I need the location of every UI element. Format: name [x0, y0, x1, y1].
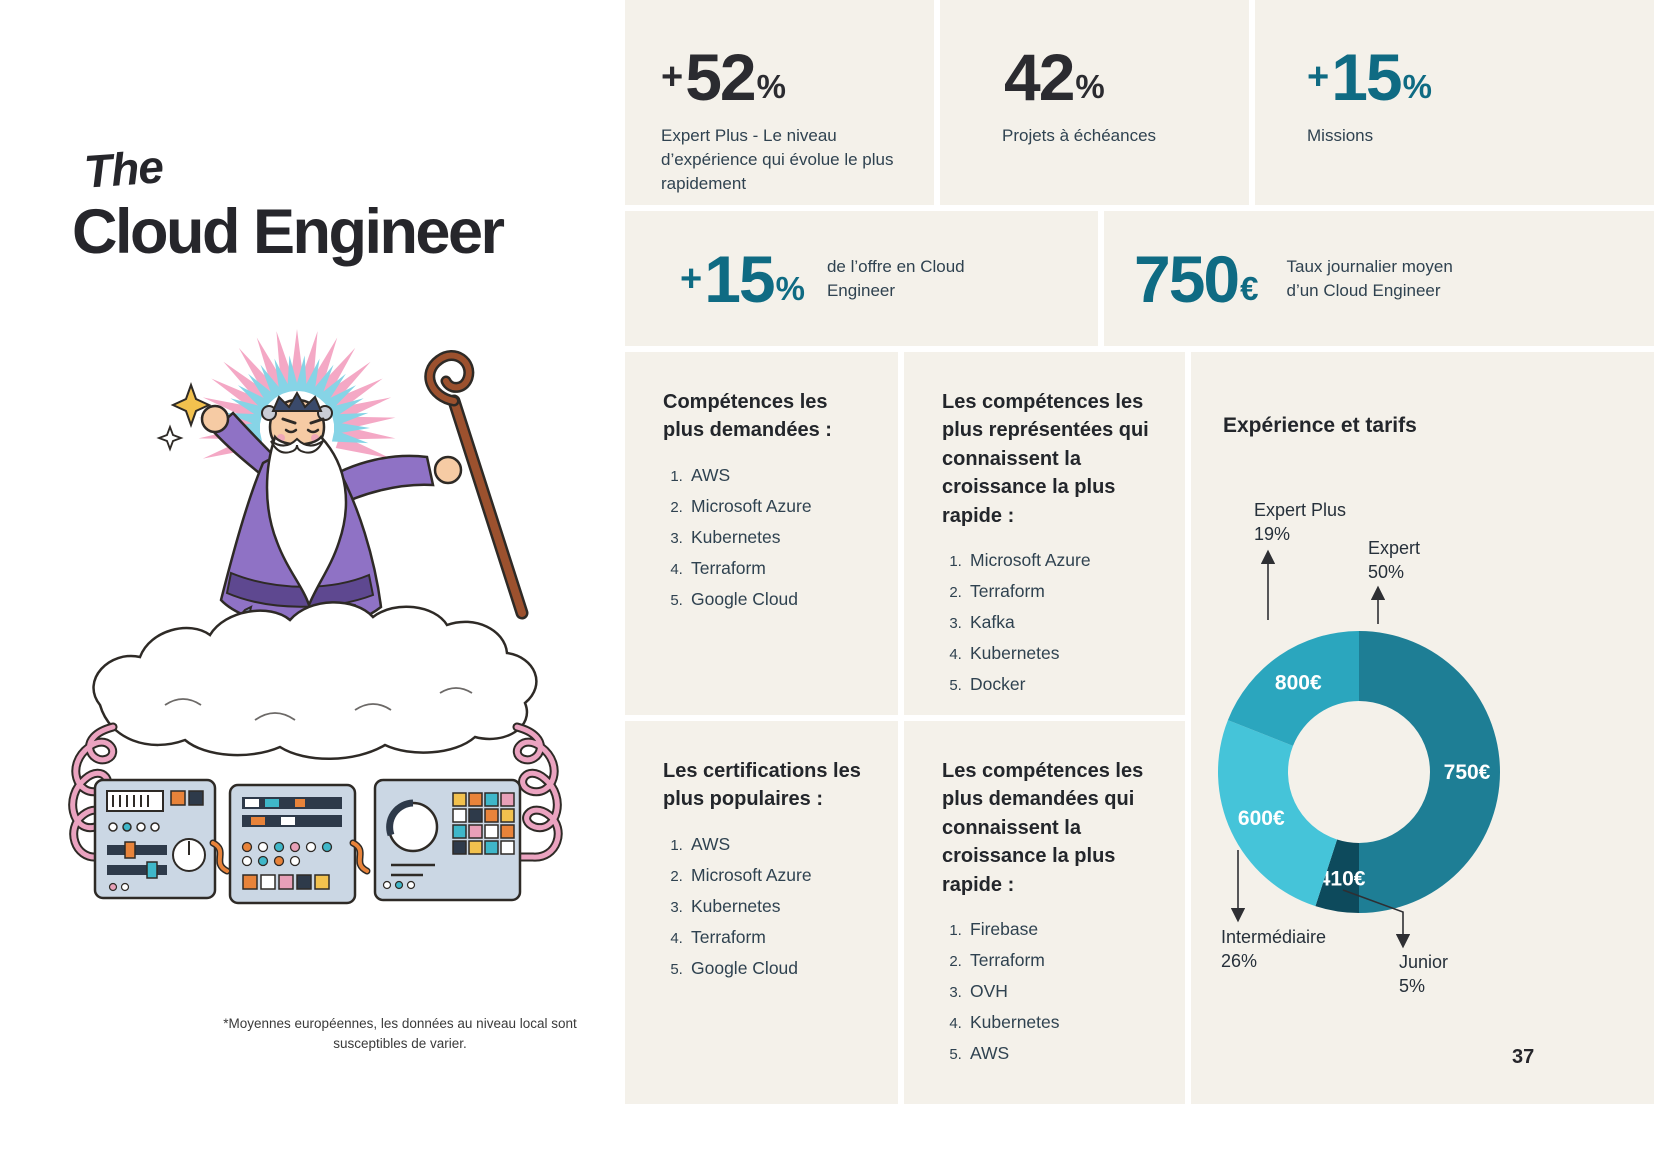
stat-label: Projets à échéances — [1002, 126, 1157, 145]
beard — [265, 434, 348, 609]
closed-eyes — [284, 428, 320, 434]
skills-list: Microsoft Azure Terraform Kafka Kubernet… — [942, 550, 1157, 695]
mustache — [270, 437, 324, 454]
skills-list: Firebase Terraform OVH Kubernetes AWS — [942, 919, 1157, 1064]
donut-rate-label: 600€ — [1238, 807, 1285, 830]
donut-rate-label: 410€ — [1319, 868, 1366, 891]
list-item: Kubernetes — [687, 896, 870, 917]
card-skills-most-demanded: Compétences les plus demandées : AWS Mic… — [625, 352, 898, 715]
donut-segment-1 — [1315, 839, 1359, 913]
donut-segment-2 — [1218, 720, 1338, 907]
list-item: Terraform — [966, 950, 1157, 971]
machine-right — [373, 778, 522, 902]
list-item: Terraform — [687, 927, 870, 948]
eyebrows — [281, 417, 325, 425]
footnote: *Moyennes européennes, les données au ni… — [223, 1016, 577, 1051]
card-certifications-popular: Les certifications les plus populaires :… — [625, 721, 898, 1104]
title-pre: The — [82, 140, 165, 198]
stat-card-daily-rate: 750€ Taux journalier moyen d’un Cloud En… — [1104, 211, 1654, 346]
list-item: Kubernetes — [966, 643, 1157, 664]
page-number: 37 — [1512, 1046, 1535, 1068]
list-item: AWS — [966, 1043, 1157, 1064]
card-experience-rates: Expérience et tarifs 750€ 410€ 600€ 800€ Ex… — [1191, 352, 1654, 1104]
stat-label: Missions — [1307, 126, 1374, 145]
list-item: Docker — [966, 674, 1157, 695]
list-item: Terraform — [687, 558, 870, 579]
callout-junior: Junior 5% — [1399, 952, 1449, 997]
stat-value: +15% — [1307, 40, 1432, 114]
left-panel: The Cloud Engineer — [0, 0, 625, 1166]
list-item: AWS — [687, 465, 870, 486]
callout-expert: Expert 50% — [1368, 538, 1421, 583]
stat-card-expert-plus-growth: +52% Expert Plus - Le niveau d’expérienc… — [625, 0, 934, 205]
card-title: Les certifications les plus populaires : — [663, 760, 861, 811]
card-title: Les compétences les plus représentées qu… — [942, 391, 1149, 527]
stat-card-projects: 42% Projets à échéances — [940, 0, 1249, 205]
card-title: Les compétences les plus demandées qui c… — [942, 760, 1144, 896]
list-item: OVH — [966, 981, 1157, 1002]
orange-wires — [209, 839, 371, 875]
stat-label: Expert Plus - Le niveau d’expérience qui… — [661, 126, 894, 193]
sash — [225, 571, 375, 608]
list-item: Microsoft Azure — [966, 550, 1157, 571]
list-item: AWS — [687, 834, 870, 855]
machine-left — [93, 778, 217, 900]
list-item: Kubernetes — [687, 527, 870, 548]
sparkle-icon — [170, 382, 212, 428]
callout-arrows — [1230, 549, 1411, 949]
donut-segments: 750€ 410€ 600€ 800€ — [1218, 631, 1500, 913]
stat-card-missions: +15% Missions — [1255, 0, 1654, 205]
skills-list: AWS Microsoft Azure Kubernetes Terraform… — [663, 465, 870, 610]
card-title: Compétences les plus demandées : — [663, 391, 832, 442]
donut-rate-label: 800€ — [1275, 672, 1322, 695]
certifications-list: AWS Microsoft Azure Kubernetes Terraform… — [663, 834, 870, 979]
crown — [271, 390, 323, 412]
page-title: Cloud Engineer — [72, 197, 505, 267]
donut-rate-label: 750€ — [1444, 761, 1491, 784]
stat-value: +15% — [680, 241, 805, 316]
list-item: Microsoft Azure — [687, 496, 870, 517]
stat-card-offer-growth: +15% de l’offre en Cloud Engineer — [625, 211, 1098, 346]
card-skills-demanded-fastest-growing: Les compétences les plus demandées qui c… — [904, 721, 1185, 1104]
pink-cable-left — [68, 722, 118, 862]
donut-segment-3 — [1227, 631, 1359, 746]
list-item: Kafka — [966, 612, 1157, 633]
stat-value: 42% — [1004, 40, 1105, 114]
list-item: Terraform — [966, 581, 1157, 602]
list-item: Firebase — [966, 919, 1157, 940]
list-item: Google Cloud — [687, 958, 870, 979]
right-fist — [433, 455, 463, 485]
cloud — [92, 601, 538, 760]
list-item: Microsoft Azure — [687, 865, 870, 886]
machine-middle — [228, 783, 357, 905]
pink-cable-right — [512, 722, 563, 862]
list-item: Google Cloud — [687, 589, 870, 610]
stat-value: +52% — [661, 40, 786, 114]
left-fist — [200, 404, 230, 434]
stat-value: 750€ — [1134, 241, 1259, 316]
callout-expert-plus: Expert Plus 19% — [1254, 500, 1347, 545]
card-skills-fastest-growing-represented: Les compétences les plus représentées qu… — [904, 352, 1185, 715]
callout-intermediaire: Intermédiaire 26% — [1221, 927, 1327, 972]
staff — [424, 350, 529, 620]
list-item: Kubernetes — [966, 1012, 1157, 1033]
stats-panel: +52% Expert Plus - Le niveau d’expérienc… — [625, 0, 1654, 1166]
cloud-wizard-illustration — [68, 329, 563, 905]
experience-donut: 750€ 410€ 600€ 800€ — [1218, 549, 1500, 949]
stat-label: Taux journalier moyen d’un Cloud Enginee… — [1286, 256, 1453, 300]
donut-segment-0 — [1359, 631, 1500, 913]
stat-label: de l’offre en Cloud Engineer — [826, 256, 965, 300]
arrow-junior — [1342, 889, 1411, 949]
small-sparkle-icon — [156, 424, 184, 452]
chart-title: Expérience et tarifs — [1223, 414, 1417, 437]
